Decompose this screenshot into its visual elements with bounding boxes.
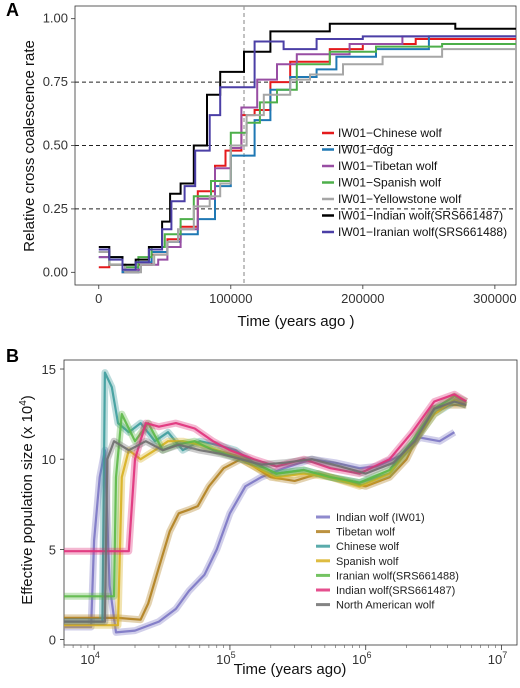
- x-tick-exp-b-2: 6: [366, 650, 371, 660]
- x-tick-base-b-0: 10: [80, 652, 94, 667]
- y-tick-label-a-3: 0.75: [43, 74, 68, 89]
- panel-b-y-label: Effective population size (x 104): [18, 395, 36, 605]
- legend-b-label-2: Chinese wolf: [336, 541, 400, 553]
- x-tick-base-b-3: 10: [488, 652, 502, 667]
- series-b-line-6: [64, 400, 467, 623]
- x-tick-label-b-3: 107: [488, 650, 507, 667]
- x-tick-exp-b-3: 7: [502, 650, 507, 660]
- x-tick-label-b-0: 104: [80, 650, 99, 667]
- panel-a-x-label: Time (years ago ): [238, 313, 355, 330]
- x-tick-label-a-1: 100000: [209, 291, 252, 306]
- legend-b-label-0: Indian wolf (IW01): [336, 512, 425, 524]
- panel-a-plot: 0 100000 200000 300000 0.00 0.25 0.50 0.75 1.00…: [43, 5, 517, 306]
- panel-b-y-label-exp: 4: [18, 400, 29, 406]
- panel-a-y-axis: 0.00 0.25 0.50 0.75 1.00: [43, 11, 75, 279]
- panel-a-label: A: [6, 0, 19, 20]
- x-tick-label-a-0: 0: [95, 291, 102, 306]
- x-tick-base-b-1: 10: [216, 652, 230, 667]
- y-tick-label-b-3: 15: [42, 362, 56, 377]
- x-tick-label-b-1: 105: [216, 650, 235, 667]
- panel-b-x-label: Time (years ago): [234, 661, 347, 678]
- legend-b-label-6: North American wolf: [336, 600, 435, 612]
- y-tick-label-a-2: 0.50: [43, 138, 68, 153]
- legend-a-label-1: IW01−dog: [338, 143, 393, 157]
- panel-a-legend: IW01−Chinese wolf IW01−dog IW01−Tibetan wo…: [322, 126, 507, 239]
- legend-a-label-2: IW01−Tibetan wolf: [338, 159, 438, 173]
- x-tick-base-b-2: 10: [352, 652, 366, 667]
- panel-b-label: B: [6, 346, 19, 366]
- panel-a-x-axis: 0 100000 200000 300000: [95, 285, 517, 306]
- x-tick-exp-b-0: 4: [95, 650, 100, 660]
- legend-a-label-4: IW01−Yellowstone wolf: [338, 192, 462, 206]
- legend-a-label-3: IW01−Spanish wolf: [338, 176, 442, 190]
- panel-a-series-group: [98, 22, 516, 274]
- panel-b-x-axis: 104 105 106 107: [63, 645, 507, 667]
- panel-b-legend: Indian wolf (IW01) Tibetan wolf Chinese wo…: [316, 512, 459, 612]
- legend-b-label-1: Tibetan wolf: [336, 527, 396, 539]
- y-tick-label-b-0: 0: [49, 633, 56, 648]
- x-tick-label-a-2: 200000: [341, 291, 384, 306]
- y-tick-label-a-1: 0.25: [43, 201, 68, 216]
- panel-b-y-label-close: ): [19, 395, 36, 400]
- legend-a-label-0: IW01−Chinese wolf: [338, 126, 442, 140]
- y-tick-label-b-2: 10: [42, 452, 56, 467]
- legend-a-label-6: IW01−Iranian wolf(SRS661488): [338, 225, 507, 239]
- series-a-line-5: [98, 22, 516, 266]
- legend-b-label-3: Spanish wolf: [336, 556, 399, 568]
- legend-b-label-4: Iranian wolf(SRS661488): [336, 570, 459, 582]
- x-tick-label-b-2: 106: [352, 650, 371, 667]
- panel-b-y-label-main: Effective population size (x 10: [19, 406, 36, 605]
- series-a-line-4: [98, 48, 516, 274]
- panel-a-y-label: Relative cross coalescence rate: [21, 40, 38, 252]
- series-b-line-3: [64, 398, 467, 627]
- series-b-line-5: [64, 393, 467, 553]
- legend-a-label-5: IW01−Indian wolf(SRS661487): [338, 209, 503, 223]
- panel-b-y-axis: 0 5 10 15: [42, 362, 64, 648]
- y-tick-label-a-0: 0.00: [43, 264, 68, 279]
- panel-a-reference-lines: [75, 6, 516, 285]
- y-tick-label-a-4: 1.00: [43, 11, 68, 26]
- panel-b-series-group: [64, 369, 469, 636]
- x-tick-label-a-3: 300000: [473, 291, 516, 306]
- panel-b-frame: [63, 359, 518, 646]
- y-tick-label-b-1: 5: [49, 542, 56, 557]
- x-tick-exp-b-1: 5: [231, 650, 236, 660]
- series-a-line-6: [98, 35, 516, 271]
- legend-b-label-5: Indian wolf(SRS661487): [336, 585, 455, 597]
